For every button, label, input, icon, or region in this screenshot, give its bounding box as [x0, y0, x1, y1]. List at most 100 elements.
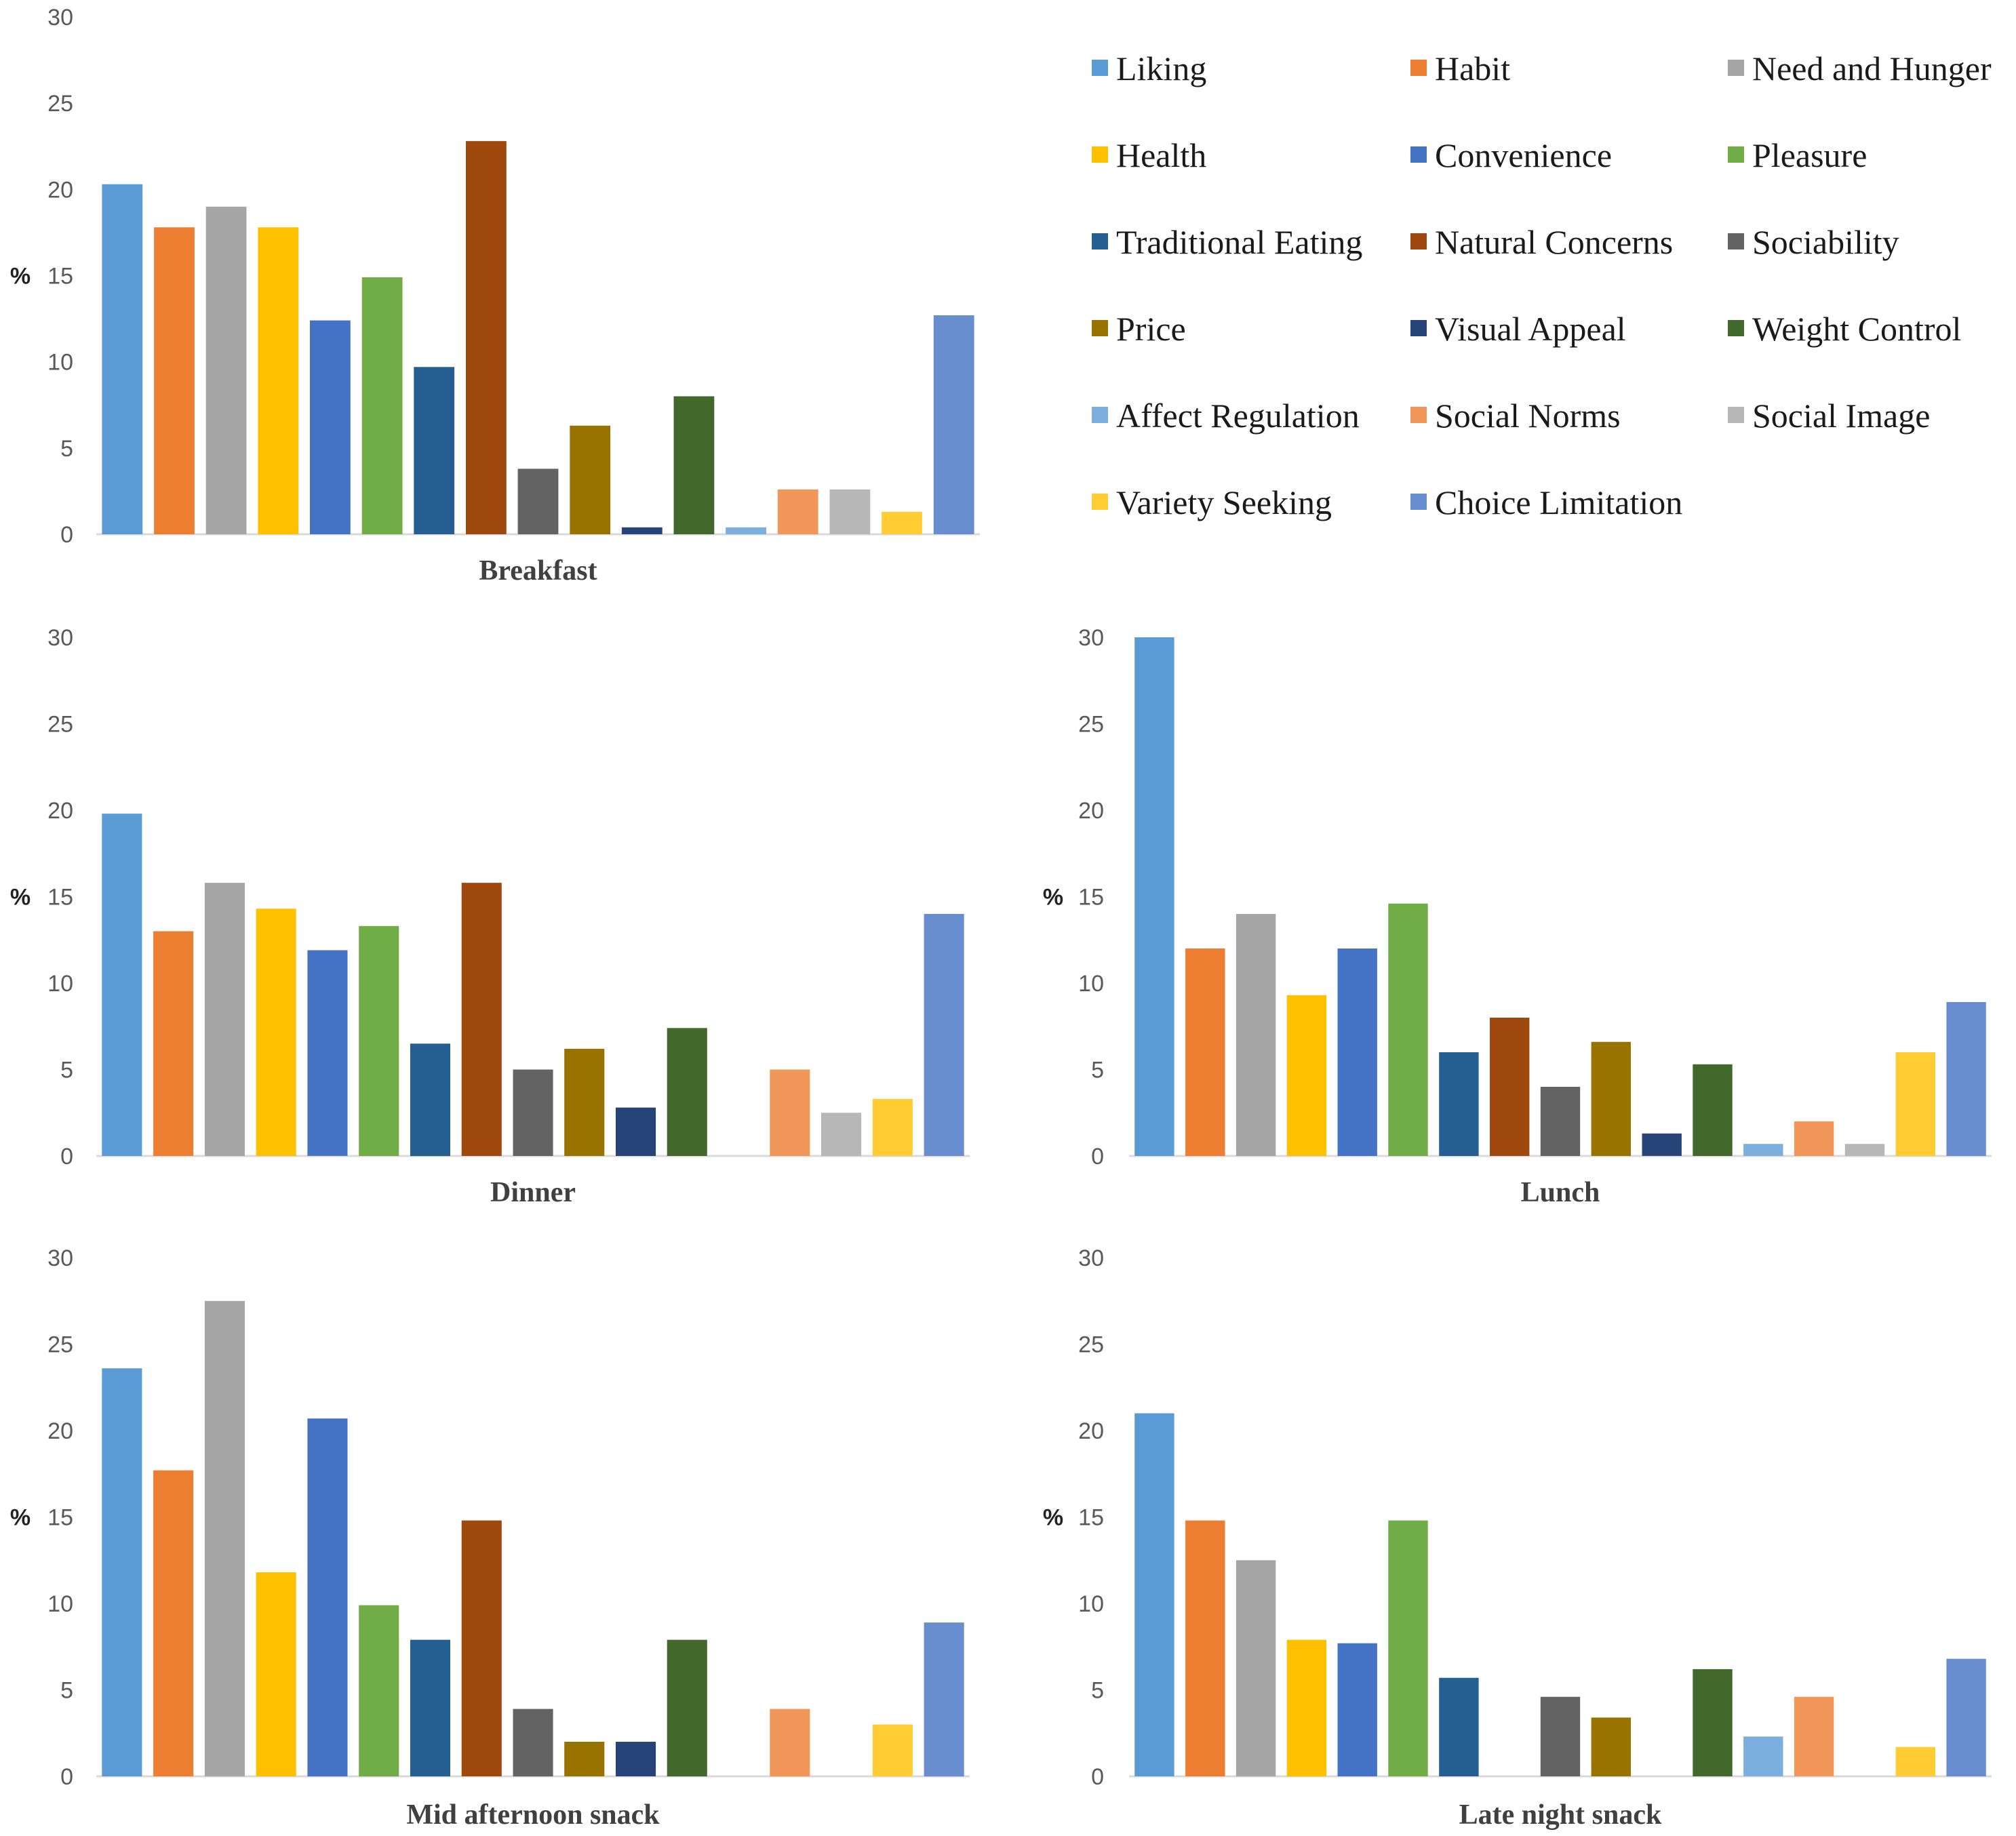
bar-price — [564, 1048, 605, 1156]
bar-habit — [153, 931, 194, 1156]
bar-social-norms — [1794, 1696, 1834, 1776]
legend-item: Affect Regulation — [1092, 397, 1360, 435]
legend-item: Pleasure — [1728, 136, 1867, 174]
y-tick-label: 30 — [47, 1245, 73, 1271]
legend-swatch — [1092, 233, 1108, 250]
legend-swatch — [1728, 407, 1744, 423]
legend-label: Sociability — [1752, 223, 1899, 261]
y-tick-label: 25 — [1078, 712, 1104, 738]
y-tick-label: 25 — [47, 712, 73, 738]
bar-price — [1591, 1041, 1631, 1156]
bar-sociability — [513, 1069, 553, 1156]
bar-visual-appeal — [616, 1107, 656, 1156]
bar-health — [258, 227, 299, 534]
bar-affect-regulation — [1743, 1144, 1783, 1156]
bar-health — [256, 1572, 296, 1776]
legend-item: Habit — [1410, 49, 1510, 87]
chart-title: Breakfast — [479, 555, 597, 586]
y-tick-label: 25 — [47, 91, 73, 117]
legend-label: Visual Appeal — [1435, 310, 1626, 348]
bar-visual-appeal — [621, 527, 663, 534]
y-tick-label: 5 — [60, 436, 73, 462]
legend-label: Price — [1116, 310, 1186, 348]
legend-item: Visual Appeal — [1410, 310, 1626, 348]
y-axis-label: % — [1043, 1505, 1063, 1531]
bar-variety-seeking — [872, 1724, 913, 1776]
legend-label: Natural Concerns — [1435, 223, 1673, 261]
legend-swatch — [1410, 320, 1427, 336]
legend-swatch — [1410, 407, 1427, 423]
legend-label: Weight Control — [1752, 310, 1961, 348]
legend-item: Convenience — [1410, 136, 1612, 174]
legend-item: Sociability — [1728, 223, 1899, 261]
y-tick-label: 10 — [47, 971, 73, 997]
legend-swatch — [1410, 494, 1427, 510]
legend-swatch — [1410, 233, 1427, 250]
legend-label: Variety Seeking — [1116, 483, 1332, 521]
bar-social-norms — [770, 1069, 810, 1156]
bar-social-image — [1844, 1144, 1885, 1156]
bar-traditional-eating — [414, 367, 455, 534]
bar-need-and-hunger — [204, 883, 245, 1156]
bar-liking — [102, 1368, 142, 1776]
bar-pleasure — [1388, 1520, 1428, 1776]
legend-item: Health — [1092, 136, 1206, 174]
legend-swatch — [1728, 233, 1744, 250]
bar-variety-seeking — [1895, 1747, 1935, 1777]
bar-need-and-hunger — [204, 1300, 245, 1777]
legend-item: Choice Limitation — [1410, 483, 1682, 521]
legend-swatch — [1728, 320, 1744, 336]
y-tick-label: 5 — [60, 1678, 73, 1704]
bar-pleasure — [359, 925, 399, 1156]
y-tick-label: 20 — [47, 1418, 73, 1444]
bar-weight-control — [1693, 1064, 1733, 1156]
y-tick-label: 20 — [47, 798, 73, 824]
legend-item: Weight Control — [1728, 310, 1961, 348]
bar-convenience — [307, 950, 348, 1156]
bar-choice-limitation — [924, 914, 964, 1156]
bar-sociability — [1540, 1696, 1581, 1776]
legend-item: Price — [1092, 310, 1186, 348]
chart-title: Late night snack — [1459, 1799, 1662, 1831]
bar-social-norms — [770, 1709, 810, 1777]
bar-liking — [1134, 637, 1174, 1156]
y-axis-label: % — [10, 885, 31, 911]
bar-traditional-eating — [410, 1043, 450, 1157]
legend-label: Need and Hunger — [1752, 49, 1992, 87]
bar-traditional-eating — [1439, 1677, 1479, 1776]
y-tick-label: 20 — [47, 177, 73, 203]
chart-panel-dinner: 0 5 10 15 20 25 30% Dinner — [10, 625, 970, 1208]
legend: Liking Habit Need and Hunger Health Convenie… — [1092, 49, 1992, 521]
legend-label: Traditional Eating — [1116, 223, 1362, 261]
legend-swatch — [1092, 407, 1108, 423]
bar-traditional-eating — [1439, 1052, 1479, 1156]
bar-need-and-hunger — [1236, 914, 1276, 1156]
legend-swatch — [1728, 146, 1744, 163]
bar-natural-concerns — [461, 1520, 502, 1776]
legend-item: Social Norms — [1410, 397, 1621, 435]
legend-swatch — [1092, 494, 1108, 510]
bar-variety-seeking — [1895, 1052, 1935, 1156]
bar-choice-limitation — [933, 315, 974, 534]
y-axis-label: % — [10, 264, 31, 290]
legend-label: Choice Limitation — [1435, 483, 1682, 521]
y-axis-label: % — [1043, 885, 1063, 911]
bar-affect-regulation — [726, 527, 766, 534]
y-tick-label: 15 — [47, 1505, 73, 1531]
legend-label: Habit — [1435, 49, 1510, 87]
bar-variety-seeking — [872, 1098, 913, 1156]
y-tick-label: 20 — [1078, 798, 1104, 824]
y-tick-label: 30 — [47, 5, 73, 31]
bar-health — [256, 909, 296, 1156]
chart-panel-mid-afternoon-snack: 0 5 10 15 20 25 30% Mid afternoon snack — [10, 1245, 970, 1831]
y-tick-label: 15 — [47, 264, 73, 290]
legend-label: Social Norms — [1435, 397, 1621, 435]
y-tick-label: 10 — [1078, 1591, 1104, 1617]
y-tick-label: 10 — [1078, 971, 1104, 997]
y-tick-label: 30 — [1078, 1245, 1104, 1271]
bar-natural-concerns — [1490, 1018, 1530, 1156]
legend-swatch — [1728, 60, 1744, 76]
bar-weight-control — [1693, 1669, 1733, 1776]
bar-liking — [1134, 1413, 1174, 1776]
